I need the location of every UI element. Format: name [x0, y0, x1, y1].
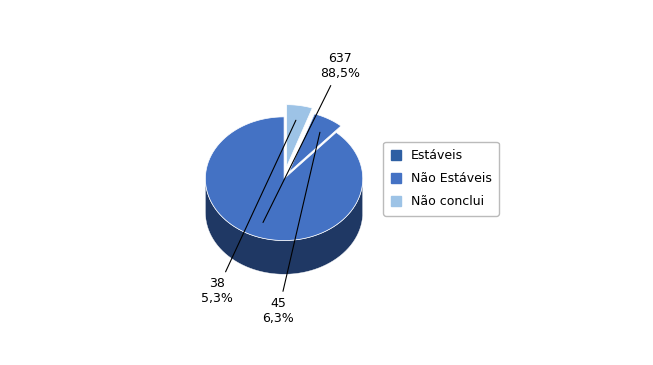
Text: 637
88,5%: 637 88,5% [263, 52, 360, 223]
Polygon shape [287, 105, 312, 166]
Polygon shape [289, 114, 341, 172]
Text: 45
6,3%: 45 6,3% [263, 132, 320, 325]
Legend: Estáveis, Não Estáveis, Não conclui: Estáveis, Não Estáveis, Não conclui [383, 142, 499, 216]
Polygon shape [206, 117, 363, 241]
Text: 38
5,3%: 38 5,3% [200, 120, 296, 305]
Polygon shape [206, 179, 362, 274]
